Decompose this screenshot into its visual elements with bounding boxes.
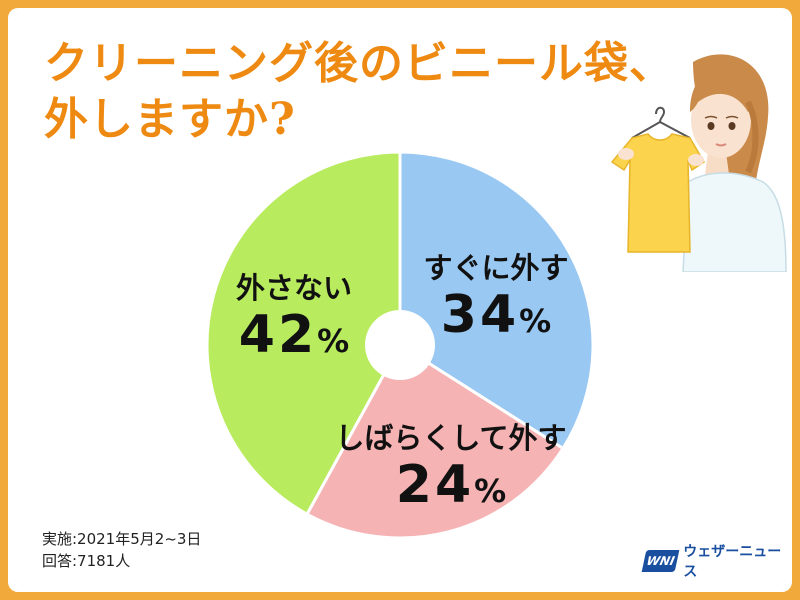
data-label: 24% xyxy=(326,456,576,520)
data-label: 42% xyxy=(214,306,374,370)
percent-sign: % xyxy=(519,302,552,340)
survey-respondents: 回答:7181人 xyxy=(42,552,131,570)
slice-label-remove-immediately: すぐに外す 34% xyxy=(406,250,586,350)
brand-name: ウェザーニュース xyxy=(683,544,782,580)
woman-holding-shirt-illustration xyxy=(610,54,787,272)
data-label: 34% xyxy=(406,286,586,350)
chart-frame: クリーニング後のビニール袋、 外しますか? すぐに外す 34% しばらくして外す xyxy=(8,8,792,592)
donut-hole xyxy=(365,310,435,380)
wni-logo-icon: WNI xyxy=(641,550,680,572)
slice-label-remove-later: しばらくして外す 24% xyxy=(326,420,576,520)
category-label: 外さない xyxy=(235,271,352,305)
slice-remove-later xyxy=(304,342,566,540)
survey-footnote: 実施:2021年5月2~3日 回答:7181人 xyxy=(42,528,201,572)
slice-label-do-not-remove: 外さない 42% xyxy=(214,270,374,370)
title-line-2: 外しますか? xyxy=(44,94,296,145)
survey-date: 実施:2021年5月2~3日 xyxy=(42,530,202,548)
value-text: 24 xyxy=(395,455,475,515)
percent-sign: % xyxy=(317,322,350,360)
donut-chart xyxy=(205,150,595,540)
percent-sign: % xyxy=(474,472,507,510)
category-label: すぐに外す xyxy=(423,251,569,285)
category-label: しばらくして外す xyxy=(335,421,567,455)
brand-mark: WNI ウェザーニュース xyxy=(641,544,792,580)
value-text: 42 xyxy=(238,305,318,365)
value-text: 34 xyxy=(440,285,520,345)
chart-title: クリーニング後のビニール袋、 外しますか? xyxy=(44,36,674,148)
title-line-1: クリーニング後のビニール袋、 xyxy=(44,38,674,89)
slice-do-not-remove xyxy=(205,150,402,517)
